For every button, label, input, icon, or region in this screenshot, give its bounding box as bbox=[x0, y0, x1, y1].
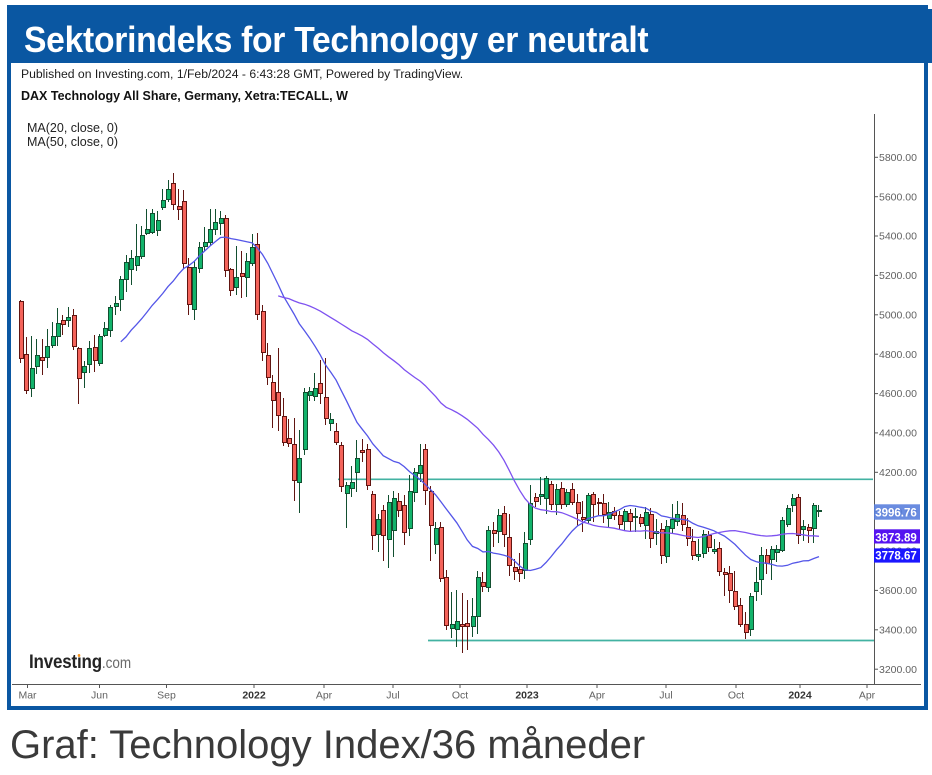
svg-text:Sep: Sep bbox=[157, 690, 176, 702]
svg-text:Apr: Apr bbox=[589, 690, 606, 702]
svg-text:2022: 2022 bbox=[242, 690, 266, 702]
svg-text:Apr: Apr bbox=[316, 690, 333, 702]
svg-text:3600.00: 3600.00 bbox=[879, 585, 917, 597]
svg-text:2024: 2024 bbox=[788, 690, 812, 702]
svg-text:4800.00: 4800.00 bbox=[879, 349, 917, 361]
svg-text:4600.00: 4600.00 bbox=[879, 388, 917, 400]
svg-text:3778.67: 3778.67 bbox=[875, 550, 917, 562]
svg-text:5000.00: 5000.00 bbox=[879, 309, 917, 321]
svg-text:Jun: Jun bbox=[91, 690, 108, 702]
svg-text:Apr: Apr bbox=[859, 690, 876, 702]
svg-text:2023: 2023 bbox=[515, 690, 539, 702]
svg-text:4400.00: 4400.00 bbox=[879, 428, 917, 440]
svg-text:3996.76: 3996.76 bbox=[875, 508, 917, 520]
svg-text:Jul: Jul bbox=[659, 690, 672, 702]
svg-text:5400.00: 5400.00 bbox=[879, 231, 917, 243]
svg-text:Jul: Jul bbox=[386, 690, 399, 702]
svg-text:Oct: Oct bbox=[728, 690, 744, 702]
svg-text:Oct: Oct bbox=[452, 690, 468, 702]
svg-text:4200.00: 4200.00 bbox=[879, 467, 917, 479]
svg-text:Mar: Mar bbox=[18, 690, 37, 702]
svg-text:5800.00: 5800.00 bbox=[879, 152, 917, 164]
svg-text:3200.00: 3200.00 bbox=[879, 664, 917, 676]
svg-text:5600.00: 5600.00 bbox=[879, 191, 917, 203]
svg-text:3400.00: 3400.00 bbox=[879, 624, 917, 636]
svg-text:3873.89: 3873.89 bbox=[875, 532, 917, 544]
svg-text:5200.00: 5200.00 bbox=[879, 270, 917, 282]
